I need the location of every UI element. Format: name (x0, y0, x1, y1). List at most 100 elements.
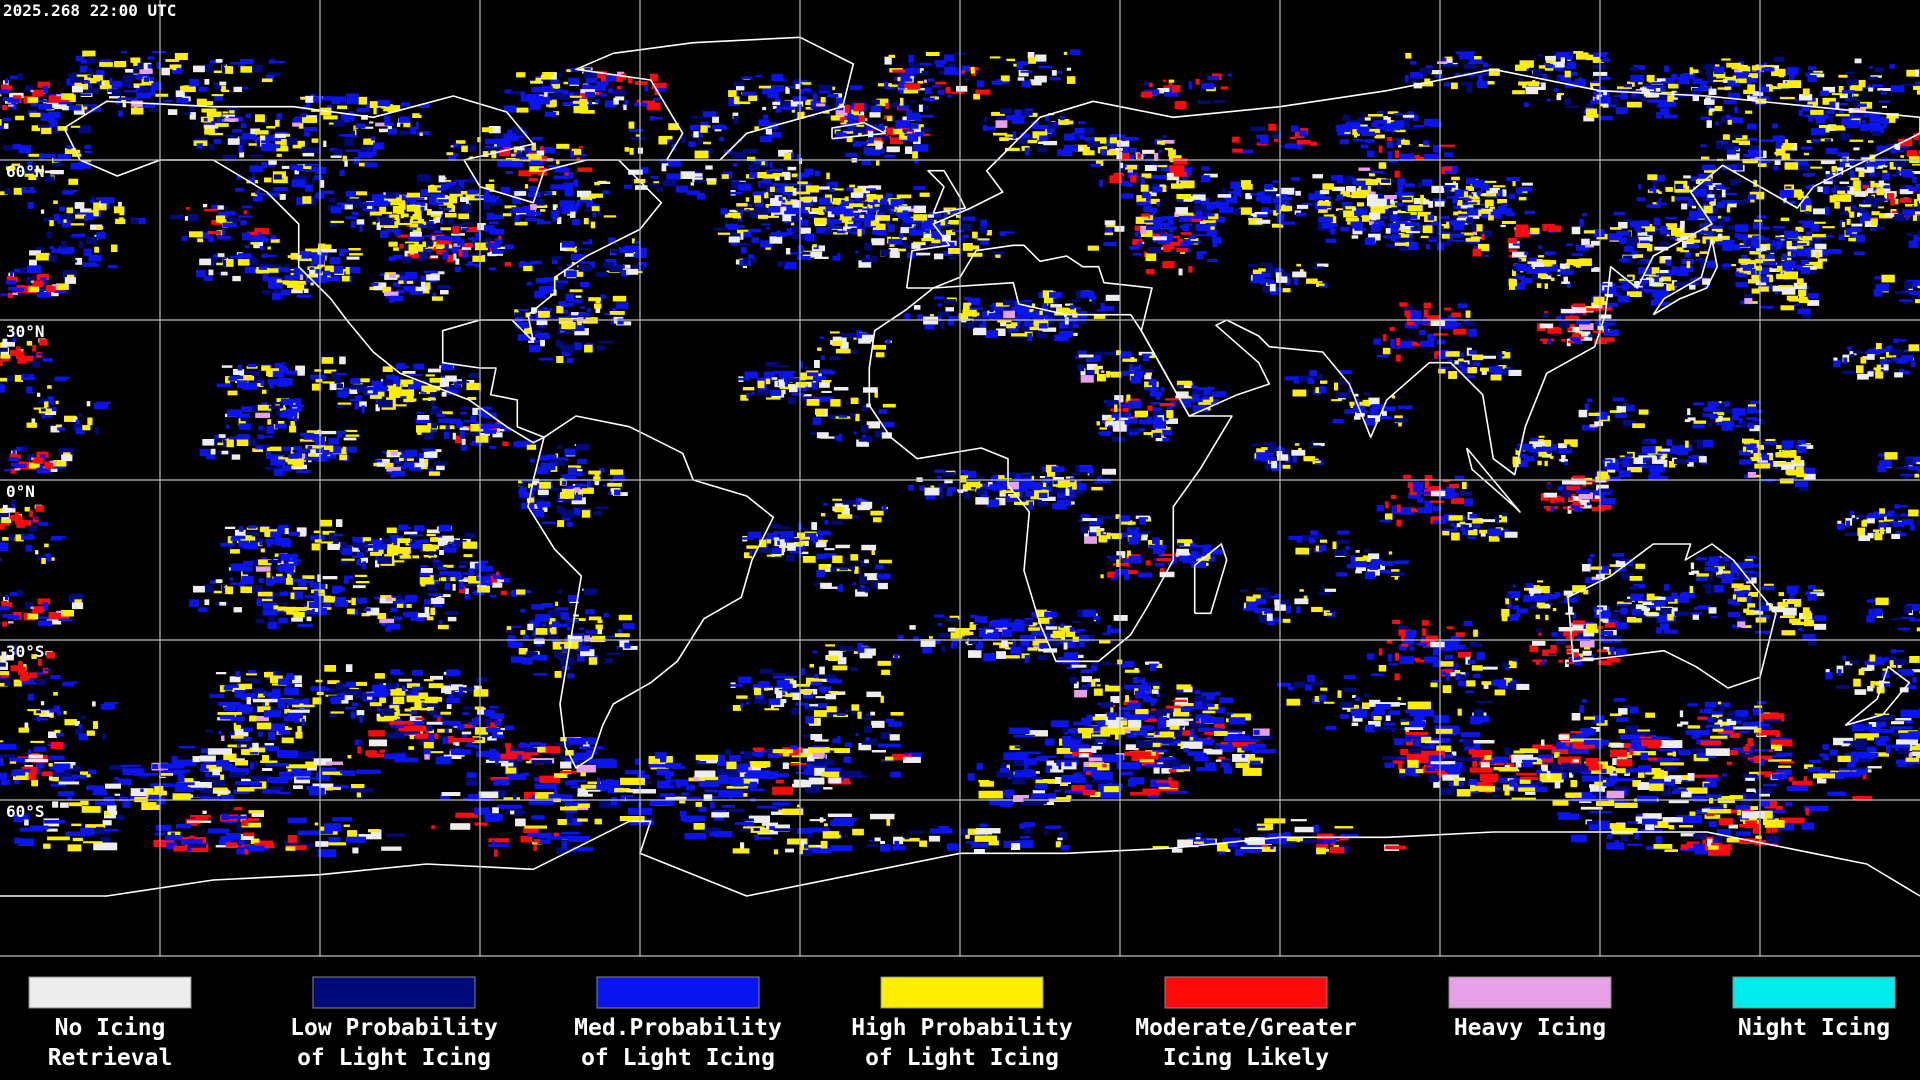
icing-pixel (1706, 183, 1722, 190)
icing-pixel (1032, 131, 1048, 139)
icing-pixel (44, 176, 55, 182)
icing-pixel (221, 229, 226, 236)
icing-pixel (761, 223, 770, 226)
icing-pixel (863, 387, 878, 393)
icing-pixel (486, 212, 495, 220)
icing-pixel (551, 210, 559, 219)
icing-pixel (1366, 194, 1378, 201)
icing-pixel (576, 199, 591, 203)
icing-pixel (349, 130, 355, 137)
icing-pixel (497, 141, 511, 147)
icing-pixel (1619, 259, 1630, 262)
icing-pixel (1824, 139, 1832, 142)
icing-pixel (1095, 159, 1104, 166)
icing-pixel (784, 186, 794, 192)
icing-pixel (1289, 136, 1297, 139)
icing-pixel (122, 78, 132, 87)
icing-pixel (816, 186, 830, 190)
icing-pixel (281, 165, 290, 169)
icing-pixel (410, 216, 422, 220)
icing-pixel (203, 122, 218, 125)
icing-pixel (143, 62, 152, 70)
icing-pixel (1400, 119, 1410, 128)
icing-pixel (1723, 192, 1738, 196)
icing-pixel (778, 196, 783, 201)
icing-pixel (908, 62, 919, 69)
icing-pixel (995, 252, 1001, 257)
icing-pixel (820, 396, 834, 402)
icing-pixel (886, 116, 893, 122)
icing-pixel (1140, 184, 1149, 192)
icing-pixel (1587, 398, 1593, 403)
icing-pixel (1116, 151, 1123, 160)
icing-pixel (1296, 139, 1311, 145)
icing-pixel (421, 281, 426, 290)
icing-pixel (797, 181, 808, 185)
icing-pixel (1345, 217, 1359, 222)
icing-pixel (1075, 134, 1080, 142)
icing-pixel (1722, 263, 1732, 268)
icing-pixel (59, 214, 73, 221)
icing-pixel (88, 254, 102, 262)
icing-pixel (185, 207, 190, 210)
icing-pixel (518, 133, 526, 137)
icing-pixel (1521, 182, 1533, 186)
icing-pixel (49, 245, 54, 250)
icing-pixel (919, 62, 932, 66)
icing-pixel (1699, 251, 1708, 254)
icing-pixel (1405, 213, 1418, 220)
icing-pixel (433, 230, 443, 234)
icing-pixel (1806, 140, 1813, 143)
icing-pixel (1162, 216, 1168, 220)
icing-pixel (265, 134, 280, 138)
icing-pixel (1369, 191, 1376, 197)
icing-pixel (1217, 194, 1232, 198)
icing-pixel (1029, 112, 1038, 117)
icing-pixel (1315, 194, 1326, 200)
icing-pixel (1868, 87, 1874, 92)
icing-pixel (943, 212, 948, 220)
icing-pixel (1786, 246, 1797, 250)
icing-pixel (363, 140, 375, 145)
icing-pixel (37, 99, 52, 103)
icing-pixel (1272, 180, 1279, 183)
icing-pixel (88, 68, 94, 74)
icing-pixel (1196, 251, 1207, 255)
icing-pixel (222, 67, 226, 75)
icing-pixel (1716, 72, 1726, 79)
icing-pixel (1849, 162, 1860, 166)
icing-pixel (1000, 302, 1008, 311)
icing-pixel (1810, 73, 1825, 78)
icing-pixel (770, 186, 775, 193)
icing-pixel (782, 214, 796, 222)
icing-pixel (34, 169, 45, 173)
icing-pixel (706, 178, 717, 182)
icing-pixel (898, 206, 912, 211)
icing-pixel (1754, 219, 1763, 222)
icing-pixel (241, 232, 251, 241)
icing-pixel (530, 204, 537, 211)
icing-pixel (1802, 173, 1815, 177)
icing-pixel (937, 89, 945, 95)
icing-pixel (507, 129, 517, 137)
icing-pixel (1027, 139, 1038, 144)
icing-pixel (11, 102, 17, 110)
icing-pixel (949, 256, 957, 260)
icing-pixel (849, 203, 864, 207)
icing-pixel (1846, 219, 1851, 225)
icing-pixel (1484, 180, 1497, 183)
icing-pixel (852, 126, 866, 133)
icing-pixel (214, 82, 222, 89)
icing-pixel (10, 349, 22, 356)
icing-pixel (540, 220, 551, 224)
icing-pixel (498, 149, 510, 157)
icing-pixel (1021, 80, 1031, 88)
icing-pixel (748, 229, 752, 237)
icing-pixel (294, 170, 300, 175)
icing-pixel (1399, 244, 1408, 252)
icing-pixel (503, 133, 517, 139)
icing-pixel (351, 211, 359, 216)
icing-pixel (1398, 144, 1402, 148)
icing-pixel (1800, 204, 1812, 212)
icing-pixel (245, 113, 252, 118)
